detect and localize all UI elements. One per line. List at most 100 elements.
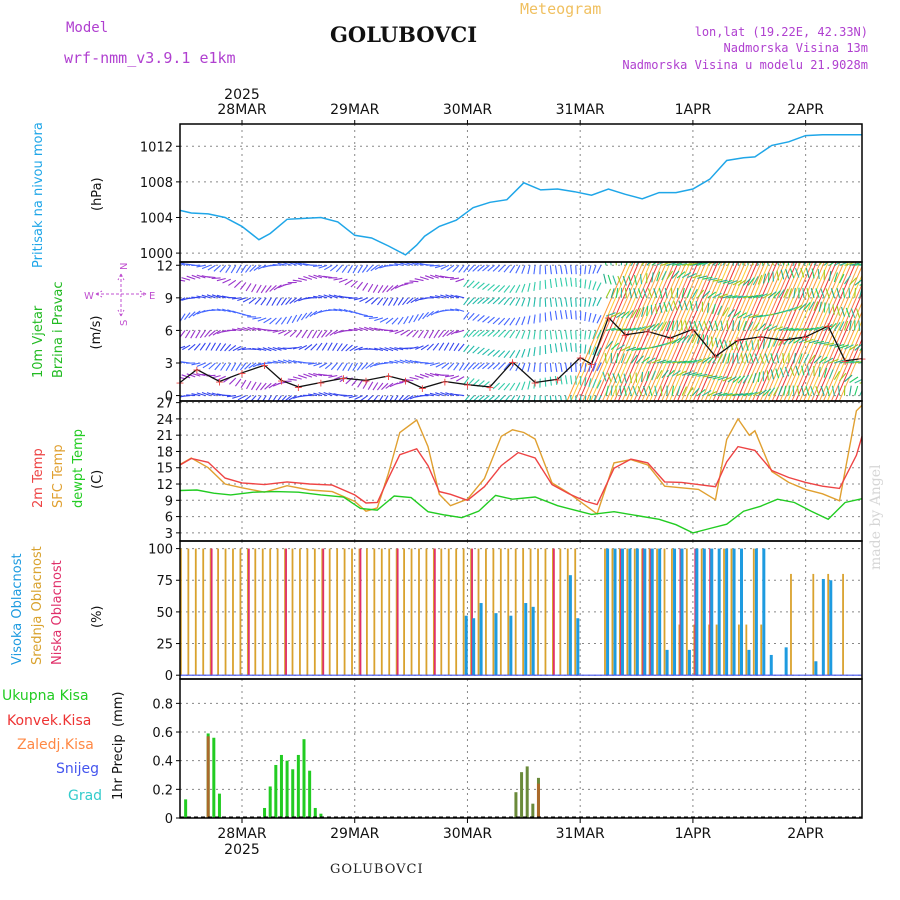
wind-arrow bbox=[549, 278, 552, 288]
xtick-label-top: 28MAR bbox=[217, 102, 266, 118]
wind-arrow bbox=[389, 329, 399, 333]
wind-arrow bbox=[559, 342, 563, 352]
cloud-mid-bar bbox=[187, 548, 190, 676]
wind-arrow bbox=[666, 320, 671, 331]
cloud-ylabel-low: Niska Oblacnost bbox=[50, 560, 65, 665]
wind-arrow bbox=[850, 308, 856, 318]
precip-total-bar bbox=[291, 769, 295, 818]
wind-arrow bbox=[687, 262, 698, 266]
wind-speed-marker: + bbox=[192, 364, 201, 377]
wind-arrow bbox=[180, 345, 186, 349]
wind-arrow bbox=[763, 388, 772, 397]
wind-speed-marker: + bbox=[237, 367, 246, 380]
wind-hatch bbox=[582, 262, 644, 401]
wind-arrow bbox=[691, 333, 697, 344]
cloud-high-bar bbox=[784, 647, 788, 676]
wind-arrow bbox=[671, 385, 675, 396]
wind-arrow bbox=[806, 287, 810, 298]
wind-arrow bbox=[737, 279, 747, 286]
wind-arrow bbox=[417, 312, 424, 321]
wind-arrow bbox=[788, 385, 790, 396]
wind-arrow bbox=[456, 376, 465, 382]
wind-arrow bbox=[641, 371, 644, 382]
wind-arrow bbox=[348, 297, 358, 299]
precip-total-bar bbox=[308, 770, 312, 818]
wind-arrow bbox=[686, 386, 694, 396]
wind-arrow bbox=[813, 301, 819, 312]
wind-arrow bbox=[615, 353, 619, 364]
wind-arrow bbox=[467, 312, 475, 321]
wind-arrow bbox=[455, 308, 465, 312]
wind-arrow bbox=[289, 329, 298, 338]
wind-arrow bbox=[350, 280, 358, 288]
wind-arrow bbox=[406, 329, 414, 337]
wind-arrow bbox=[196, 362, 206, 367]
cloud-mid-bar bbox=[708, 624, 711, 676]
wind-arrow bbox=[434, 274, 444, 279]
wind-arrow bbox=[361, 264, 369, 273]
wind-arrow bbox=[823, 302, 826, 313]
wind-arrow bbox=[410, 297, 419, 304]
wind-arrow bbox=[813, 340, 825, 344]
wind-arrow bbox=[472, 362, 480, 370]
wind-arrow bbox=[554, 330, 558, 340]
wind-arrow bbox=[367, 381, 374, 390]
wind-arrow bbox=[672, 360, 682, 364]
wind-dir-n: N bbox=[119, 263, 130, 270]
wind-arrow bbox=[712, 375, 723, 380]
wind-arrow bbox=[592, 346, 597, 356]
wind-arrow bbox=[727, 280, 738, 285]
wind-arrow bbox=[515, 330, 521, 339]
xtick-label-top: 31MAR bbox=[556, 102, 605, 118]
wind-arrow bbox=[803, 327, 814, 331]
wind-arrow bbox=[549, 311, 552, 321]
wind-arrow bbox=[244, 362, 252, 370]
wind-arrow bbox=[588, 297, 592, 307]
wind-arrow bbox=[374, 327, 384, 331]
wind-arrow bbox=[527, 348, 531, 358]
wind-arrow bbox=[313, 310, 323, 316]
wind-arrow bbox=[740, 353, 744, 364]
cloud-low-bar bbox=[433, 548, 436, 676]
wind-arrow bbox=[343, 308, 353, 314]
wind-arrow bbox=[186, 394, 196, 397]
precip-total-bar bbox=[313, 807, 317, 818]
wind-arrow bbox=[440, 264, 450, 270]
wind-arrow bbox=[408, 315, 414, 324]
wind-arrow bbox=[211, 392, 221, 397]
model-label: Model bbox=[66, 20, 109, 36]
wind-arrow bbox=[646, 262, 652, 266]
cloud-mid-bar bbox=[552, 548, 554, 676]
wind-arrow bbox=[450, 329, 460, 335]
wind-arrow bbox=[668, 301, 673, 312]
wind-arrow bbox=[267, 361, 277, 364]
wind-arrow bbox=[313, 392, 323, 397]
wind-arrow bbox=[747, 294, 759, 299]
wind-arrow bbox=[737, 312, 747, 319]
wind-arrow bbox=[430, 310, 439, 316]
wind-arrow bbox=[430, 274, 439, 279]
wind-arrow bbox=[793, 337, 803, 344]
cloud-low-bar bbox=[694, 548, 697, 676]
wind-arrow bbox=[859, 347, 862, 352]
wind-arrow bbox=[237, 327, 247, 331]
precip-legend-snow: Snijeg bbox=[56, 761, 99, 777]
wind-arrow bbox=[381, 382, 389, 390]
wind-arrow bbox=[789, 268, 795, 279]
wind-arrow bbox=[266, 297, 272, 306]
wind-arrow bbox=[824, 342, 835, 346]
wind-arrow bbox=[191, 362, 201, 366]
wind-arrow bbox=[201, 391, 211, 397]
wind-arrow bbox=[521, 283, 526, 293]
wind-arrow bbox=[365, 362, 374, 369]
precip-ytick-label: 0 bbox=[165, 812, 173, 827]
wind-hatch bbox=[598, 262, 660, 401]
wind-arrow bbox=[848, 287, 851, 298]
wind-arrow bbox=[757, 372, 761, 383]
wind-arrow bbox=[477, 329, 485, 337]
wind-arrow bbox=[762, 273, 767, 284]
wind-hatch bbox=[716, 262, 778, 401]
wind-arrow bbox=[239, 282, 247, 290]
wind-arrow bbox=[588, 330, 592, 340]
wind-arrow bbox=[702, 374, 713, 378]
